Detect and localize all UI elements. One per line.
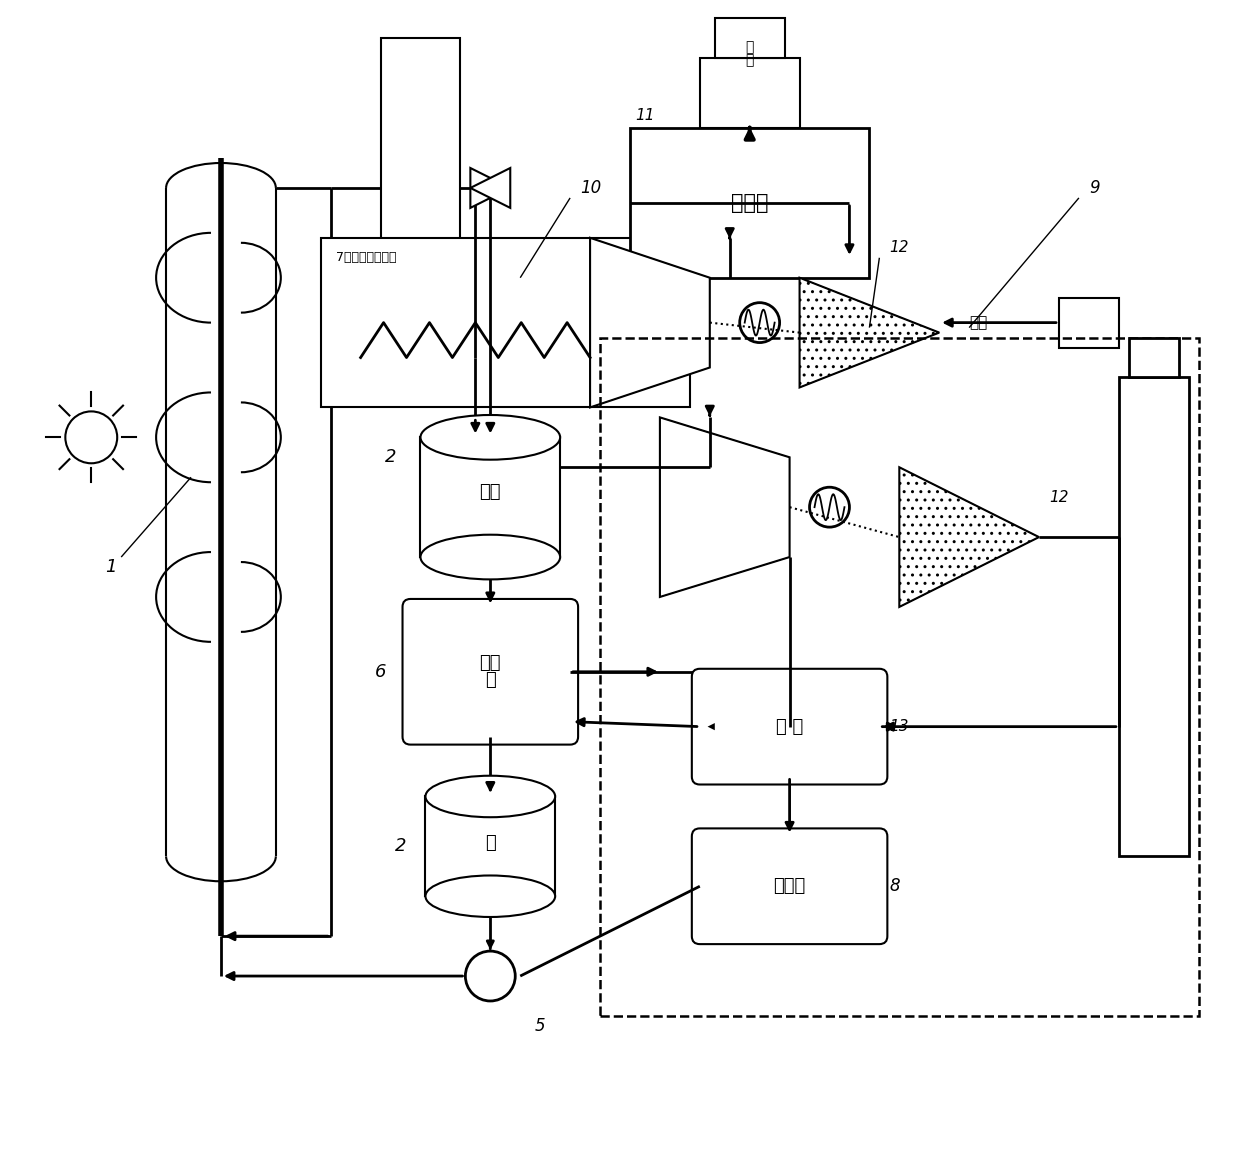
- Text: 空气: 空气: [970, 315, 987, 330]
- Text: 5: 5: [534, 1017, 546, 1034]
- FancyBboxPatch shape: [403, 599, 578, 745]
- Bar: [1128, 338, 1179, 377]
- Text: 冷凝器: 冷凝器: [774, 877, 806, 896]
- Text: 2: 2: [384, 448, 397, 466]
- Bar: [714, 19, 785, 58]
- Text: 12: 12: [889, 241, 909, 256]
- Ellipse shape: [425, 876, 556, 918]
- Text: 冷: 冷: [485, 834, 496, 853]
- Text: 8: 8: [889, 877, 900, 896]
- Polygon shape: [660, 418, 790, 597]
- Text: 热罐: 热罐: [480, 484, 501, 501]
- Text: 2: 2: [394, 838, 407, 855]
- Text: 补 热: 补 热: [776, 717, 804, 736]
- Bar: [600, 338, 1199, 1016]
- Bar: [425, 796, 556, 897]
- Text: 10: 10: [580, 179, 601, 197]
- Text: 12: 12: [1049, 489, 1069, 504]
- Polygon shape: [470, 168, 511, 208]
- Text: 9: 9: [1089, 179, 1100, 197]
- Bar: [1118, 377, 1189, 856]
- Text: 7传热介质补热器: 7传热介质补热器: [336, 251, 397, 264]
- Text: 1: 1: [105, 558, 117, 576]
- Polygon shape: [470, 168, 511, 208]
- Bar: [630, 128, 869, 278]
- Bar: [1059, 297, 1118, 347]
- FancyBboxPatch shape: [692, 828, 888, 944]
- Text: 6: 6: [374, 663, 387, 680]
- Polygon shape: [899, 467, 1039, 607]
- Text: 蒸发
器: 蒸发 器: [480, 655, 501, 690]
- Bar: [699, 58, 800, 128]
- Ellipse shape: [425, 775, 556, 817]
- Bar: [381, 38, 460, 258]
- Bar: [420, 437, 560, 557]
- Polygon shape: [800, 278, 939, 388]
- Text: 燃
气: 燃 气: [745, 39, 754, 67]
- Polygon shape: [590, 238, 709, 407]
- Text: 13: 13: [889, 720, 909, 735]
- Ellipse shape: [420, 535, 560, 580]
- Text: 11: 11: [635, 108, 655, 123]
- FancyBboxPatch shape: [692, 669, 888, 784]
- Ellipse shape: [420, 415, 560, 459]
- Text: 燃烧室: 燃烧室: [730, 193, 769, 213]
- Bar: [321, 238, 689, 407]
